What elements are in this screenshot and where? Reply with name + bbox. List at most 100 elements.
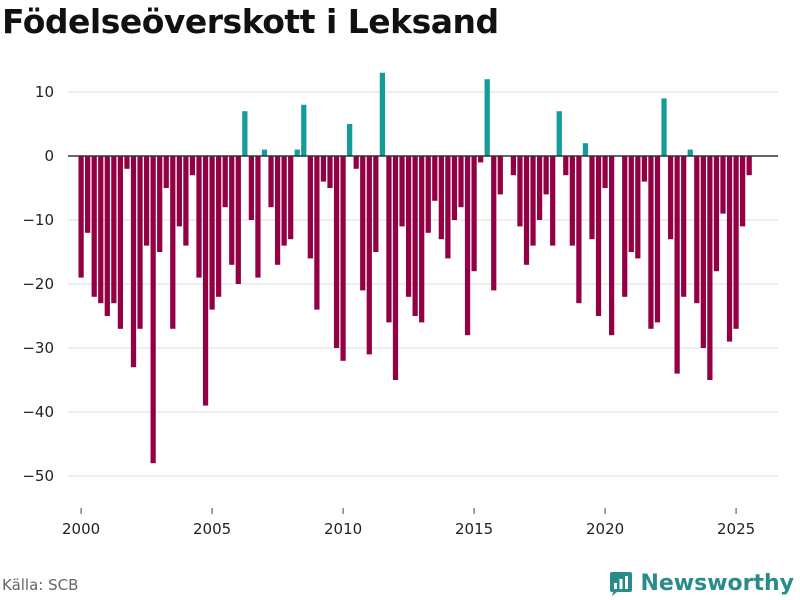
bar <box>242 111 248 156</box>
bar <box>130 156 137 368</box>
bar <box>366 156 372 355</box>
bar <box>595 156 602 316</box>
bar <box>91 156 97 297</box>
bar <box>425 156 431 233</box>
bar <box>445 156 451 259</box>
bar <box>432 156 438 201</box>
bar <box>569 156 575 246</box>
newsworthy-icon <box>610 572 633 596</box>
bar <box>641 156 647 182</box>
x-tick-label: 2005 <box>193 520 231 538</box>
bar <box>176 156 182 227</box>
bar <box>360 156 366 291</box>
bar <box>399 156 405 227</box>
bar <box>248 156 255 220</box>
bar <box>451 156 458 220</box>
bar <box>261 149 268 156</box>
bar <box>700 156 706 348</box>
bar <box>589 156 595 240</box>
y-axis: 10 0 −10 −20 −30 −40 −50 <box>22 83 54 485</box>
bar <box>373 156 379 252</box>
bar <box>694 156 700 304</box>
bar <box>681 156 687 297</box>
bar <box>327 156 333 188</box>
bar <box>458 156 464 208</box>
bar <box>563 156 569 176</box>
bar <box>484 79 490 156</box>
bar <box>386 156 392 323</box>
bar <box>117 156 124 329</box>
bar <box>405 156 412 297</box>
bar <box>536 156 543 220</box>
bar <box>268 156 274 208</box>
bar <box>556 111 562 156</box>
bar <box>314 156 320 310</box>
y-tick-label: −50 <box>22 467 54 485</box>
bar <box>157 156 163 252</box>
bar <box>550 156 556 246</box>
bar <box>150 156 156 464</box>
bar <box>288 156 294 240</box>
bar <box>576 156 582 304</box>
bar <box>733 156 739 329</box>
bar <box>281 156 287 246</box>
bar <box>635 156 641 259</box>
x-tick-label: 2000 <box>62 520 100 538</box>
chart-title: Födelseöverskott i Leksand <box>2 2 499 41</box>
bar <box>347 124 353 156</box>
bar <box>517 156 523 227</box>
y-tick-label: 10 <box>35 83 54 101</box>
bar <box>497 156 503 195</box>
bar <box>294 149 300 156</box>
bar <box>189 156 196 176</box>
bar <box>98 156 104 304</box>
bar <box>478 156 484 163</box>
newsworthy-logo[interactable]: Newsworthy <box>608 570 794 596</box>
source-note: Källa: SCB <box>2 576 79 594</box>
bar <box>353 156 359 169</box>
bar <box>707 156 713 380</box>
bar <box>111 156 117 304</box>
bar <box>229 156 235 265</box>
bar <box>85 156 91 233</box>
bar <box>628 156 634 252</box>
bar <box>746 156 752 176</box>
bar <box>196 156 202 278</box>
bar <box>654 156 661 323</box>
y-tick-label: −20 <box>22 275 54 293</box>
bar <box>523 156 530 265</box>
bar <box>163 156 169 188</box>
bar <box>235 156 241 284</box>
bar <box>202 156 209 406</box>
x-tick-label: 2025 <box>717 520 755 538</box>
bar <box>667 156 674 240</box>
bar <box>183 156 189 246</box>
x-tick-label: 2010 <box>324 520 362 538</box>
bar <box>438 156 444 240</box>
y-tick-label: −10 <box>22 211 54 229</box>
brand-name: Newsworthy <box>640 570 794 596</box>
bar <box>464 156 471 336</box>
bar <box>674 156 680 374</box>
bar <box>510 156 517 176</box>
y-tick-label: 0 <box>44 147 54 165</box>
bar <box>412 156 418 316</box>
bar <box>543 156 549 195</box>
bar <box>471 156 477 272</box>
x-axis: 2000 2005 2010 2015 2020 2025 <box>62 508 755 538</box>
bar <box>216 156 222 297</box>
x-tick-label: 2015 <box>455 520 493 538</box>
bar <box>392 156 399 380</box>
bar <box>740 156 746 227</box>
bar <box>622 156 628 297</box>
bar <box>307 156 313 259</box>
bars <box>78 72 752 464</box>
bar <box>137 156 143 329</box>
bar <box>648 156 654 329</box>
y-tick-label: −40 <box>22 403 54 421</box>
bar <box>491 156 497 291</box>
bar <box>222 156 228 208</box>
y-tick-label: −30 <box>22 339 54 357</box>
bar <box>419 156 425 323</box>
